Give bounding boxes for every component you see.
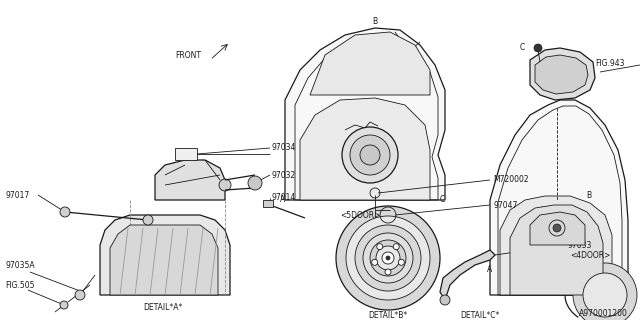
Text: C: C — [520, 44, 525, 52]
Circle shape — [440, 295, 450, 305]
Text: <5DOOR>: <5DOOR> — [340, 211, 380, 220]
Text: 97035A: 97035A — [5, 260, 35, 269]
Text: 97014: 97014 — [272, 194, 296, 203]
Polygon shape — [310, 32, 430, 95]
Circle shape — [534, 44, 542, 52]
Text: 97047: 97047 — [493, 201, 517, 210]
Polygon shape — [490, 100, 628, 295]
Polygon shape — [500, 196, 612, 295]
Bar — [175, 148, 197, 160]
Text: DETAIL*B*: DETAIL*B* — [369, 310, 408, 319]
Circle shape — [372, 259, 378, 265]
Text: FIG.505: FIG.505 — [5, 281, 35, 290]
Circle shape — [583, 273, 627, 317]
Text: 97017: 97017 — [5, 190, 29, 199]
Circle shape — [342, 127, 398, 183]
Text: A: A — [487, 266, 492, 275]
Polygon shape — [440, 250, 495, 300]
Circle shape — [376, 246, 400, 270]
Bar — [263, 200, 273, 207]
Polygon shape — [110, 225, 218, 295]
Text: 97034: 97034 — [272, 143, 296, 153]
Polygon shape — [155, 160, 225, 200]
Text: B: B — [586, 190, 591, 199]
Circle shape — [382, 252, 394, 264]
Circle shape — [385, 269, 391, 275]
Text: DETAIL*A*: DETAIL*A* — [143, 303, 182, 313]
Circle shape — [350, 135, 390, 175]
Circle shape — [75, 290, 85, 300]
Circle shape — [143, 215, 153, 225]
Circle shape — [370, 240, 406, 276]
Circle shape — [393, 244, 399, 250]
Text: 97033: 97033 — [568, 241, 593, 250]
Text: DETAIL*C*: DETAIL*C* — [460, 310, 500, 319]
Circle shape — [377, 244, 383, 250]
Text: M720002: M720002 — [493, 175, 529, 185]
Text: FRONT: FRONT — [175, 51, 201, 60]
Text: 97032: 97032 — [272, 171, 296, 180]
Polygon shape — [100, 215, 230, 295]
Polygon shape — [285, 28, 445, 200]
Circle shape — [398, 259, 404, 265]
Polygon shape — [535, 55, 588, 94]
Polygon shape — [530, 48, 595, 100]
Polygon shape — [300, 98, 430, 200]
Circle shape — [386, 256, 390, 260]
Circle shape — [248, 176, 262, 190]
Circle shape — [60, 301, 68, 309]
Circle shape — [363, 233, 413, 283]
Circle shape — [336, 206, 440, 310]
Text: A970001200: A970001200 — [579, 308, 628, 317]
Text: <4DOOR>: <4DOOR> — [570, 251, 610, 260]
Circle shape — [360, 145, 380, 165]
Text: FIG.943: FIG.943 — [595, 59, 625, 68]
Circle shape — [355, 225, 421, 291]
Text: B: B — [372, 18, 378, 27]
Polygon shape — [510, 205, 603, 295]
Text: C: C — [440, 196, 445, 204]
Circle shape — [346, 216, 430, 300]
Polygon shape — [530, 212, 585, 245]
Circle shape — [60, 207, 70, 217]
Circle shape — [573, 263, 637, 320]
Circle shape — [553, 224, 561, 232]
Circle shape — [219, 179, 231, 191]
Text: A: A — [280, 196, 285, 204]
